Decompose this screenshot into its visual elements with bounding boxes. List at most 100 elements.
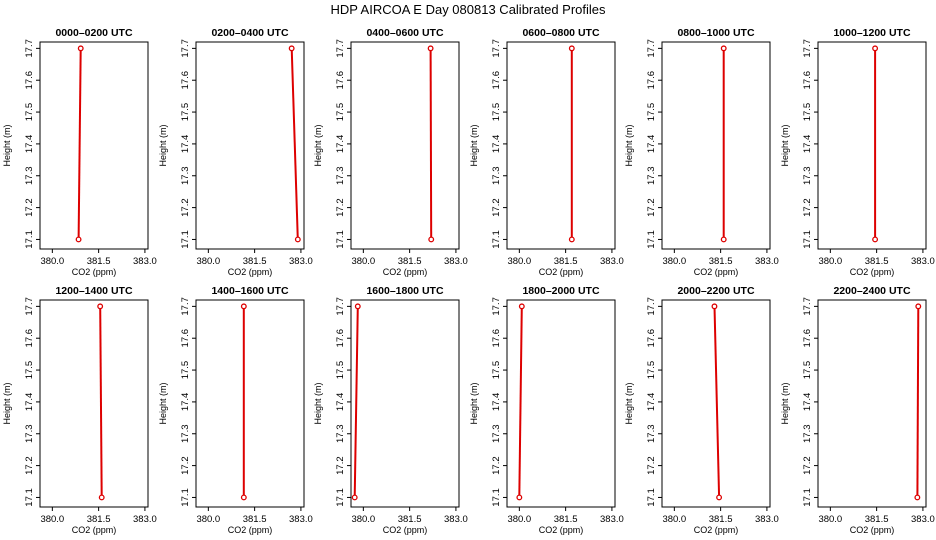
x-tick-label: 381.5: [87, 256, 111, 267]
y-tick-label: 17.5: [335, 103, 346, 122]
y-tick-label: 17.2: [335, 456, 346, 475]
x-tick-label: 380.0: [507, 256, 531, 267]
y-tick-label: 17.3: [802, 167, 813, 186]
y-axis-label: Height (m): [780, 382, 790, 424]
y-tick-label: 17.1: [802, 230, 813, 249]
panel-title: 2000–2200 UTC: [677, 285, 754, 297]
x-tick-label: 383.0: [444, 256, 468, 267]
y-tick-label: 17.4: [24, 393, 35, 412]
y-tick-label: 17.4: [646, 393, 657, 412]
plot-frame: [506, 41, 616, 250]
x-tick-label: 381.5: [554, 514, 578, 525]
y-tick-label: 17.2: [802, 456, 813, 475]
panel-title: 0800–1000 UTC: [677, 27, 754, 39]
y-tick-label: 17.6: [802, 71, 813, 90]
y-tick-label: 17.4: [180, 135, 191, 154]
y-tick-label: 17.7: [646, 39, 657, 58]
x-axis-label: CO2 (ppm): [539, 525, 584, 535]
y-tick-label: 17.7: [24, 297, 35, 316]
plot-frame: [350, 41, 460, 250]
data-point: [716, 494, 723, 501]
y-tick-label: 17.4: [180, 393, 191, 412]
x-tick-label: 383.0: [755, 256, 779, 267]
data-point: [915, 303, 922, 310]
y-axis-label: Height (m): [2, 124, 12, 166]
y-tick-label: 17.2: [180, 198, 191, 217]
x-tick-label: 381.5: [243, 514, 267, 525]
y-axis-label: Height (m): [780, 124, 790, 166]
plot-frame: [661, 299, 771, 508]
x-axis-label: CO2 (ppm): [228, 267, 273, 277]
x-tick-label: 380.0: [662, 256, 686, 267]
x-tick-label: 380.0: [196, 514, 220, 525]
y-tick-label: 17.2: [335, 198, 346, 217]
x-axis-label: CO2 (ppm): [850, 525, 895, 535]
plot-frame: [195, 41, 305, 250]
y-tick-label: 17.7: [335, 39, 346, 58]
x-tick-label: 381.5: [398, 514, 422, 525]
data-point: [240, 303, 247, 310]
y-tick-label: 17.2: [646, 198, 657, 217]
y-tick-label: 17.2: [180, 456, 191, 475]
panel-title: 1800–2000 UTC: [522, 285, 599, 297]
x-tick-label: 383.0: [289, 514, 313, 525]
data-point: [75, 236, 82, 243]
y-tick-label: 17.6: [180, 329, 191, 348]
panel-title: 0400–0600 UTC: [366, 27, 443, 39]
y-tick-label: 17.1: [646, 488, 657, 507]
y-tick-label: 17.2: [491, 456, 502, 475]
x-axis-label: CO2 (ppm): [694, 525, 739, 535]
y-axis-label: Height (m): [313, 382, 323, 424]
profile-line: [77, 48, 82, 240]
x-tick-label: 383.0: [289, 256, 313, 267]
y-tick-label: 17.6: [335, 71, 346, 90]
y-tick-label: 17.2: [24, 198, 35, 217]
data-point: [294, 236, 301, 243]
profile-line: [290, 48, 299, 240]
x-tick-label: 380.0: [662, 514, 686, 525]
panel-title: 0200–0400 UTC: [211, 27, 288, 39]
panel-title: 1600–1800 UTC: [366, 285, 443, 297]
plot-frame: [39, 299, 149, 508]
y-tick-label: 17.7: [646, 297, 657, 316]
y-tick-label: 17.6: [646, 329, 657, 348]
y-tick-label: 17.6: [24, 329, 35, 348]
y-tick-label: 17.7: [335, 297, 346, 316]
y-tick-label: 17.5: [24, 103, 35, 122]
y-tick-label: 17.1: [24, 488, 35, 507]
y-tick-label: 17.1: [491, 488, 502, 507]
y-tick-label: 17.6: [491, 329, 502, 348]
data-point: [720, 236, 727, 243]
y-axis-label: Height (m): [624, 382, 634, 424]
data-point: [351, 494, 358, 501]
y-tick-label: 17.5: [491, 103, 502, 122]
x-tick-label: 381.5: [709, 256, 733, 267]
y-tick-label: 17.3: [802, 425, 813, 444]
x-axis-label: CO2 (ppm): [72, 525, 117, 535]
y-tick-label: 17.5: [335, 361, 346, 380]
profile-line: [353, 306, 359, 498]
data-point: [711, 303, 718, 310]
x-tick-label: 383.0: [133, 514, 157, 525]
x-axis-label: CO2 (ppm): [228, 525, 273, 535]
y-tick-label: 17.2: [646, 456, 657, 475]
y-tick-label: 17.3: [335, 425, 346, 444]
y-tick-label: 17.7: [180, 297, 191, 316]
data-point: [720, 45, 727, 52]
x-axis-label: CO2 (ppm): [850, 267, 895, 277]
data-point: [288, 45, 295, 52]
x-tick-label: 380.0: [196, 256, 220, 267]
x-tick-label: 381.5: [243, 256, 267, 267]
y-tick-label: 17.3: [24, 425, 35, 444]
profile-line: [713, 306, 721, 498]
y-tick-label: 17.2: [491, 198, 502, 217]
x-tick-label: 383.0: [755, 514, 779, 525]
x-axis-label: CO2 (ppm): [383, 267, 428, 277]
y-axis-label: Height (m): [313, 124, 323, 166]
x-tick-label: 383.0: [600, 256, 624, 267]
x-tick-label: 380.0: [40, 256, 64, 267]
y-tick-label: 17.3: [491, 425, 502, 444]
x-tick-label: 381.5: [865, 514, 889, 525]
profile-line: [99, 306, 103, 498]
